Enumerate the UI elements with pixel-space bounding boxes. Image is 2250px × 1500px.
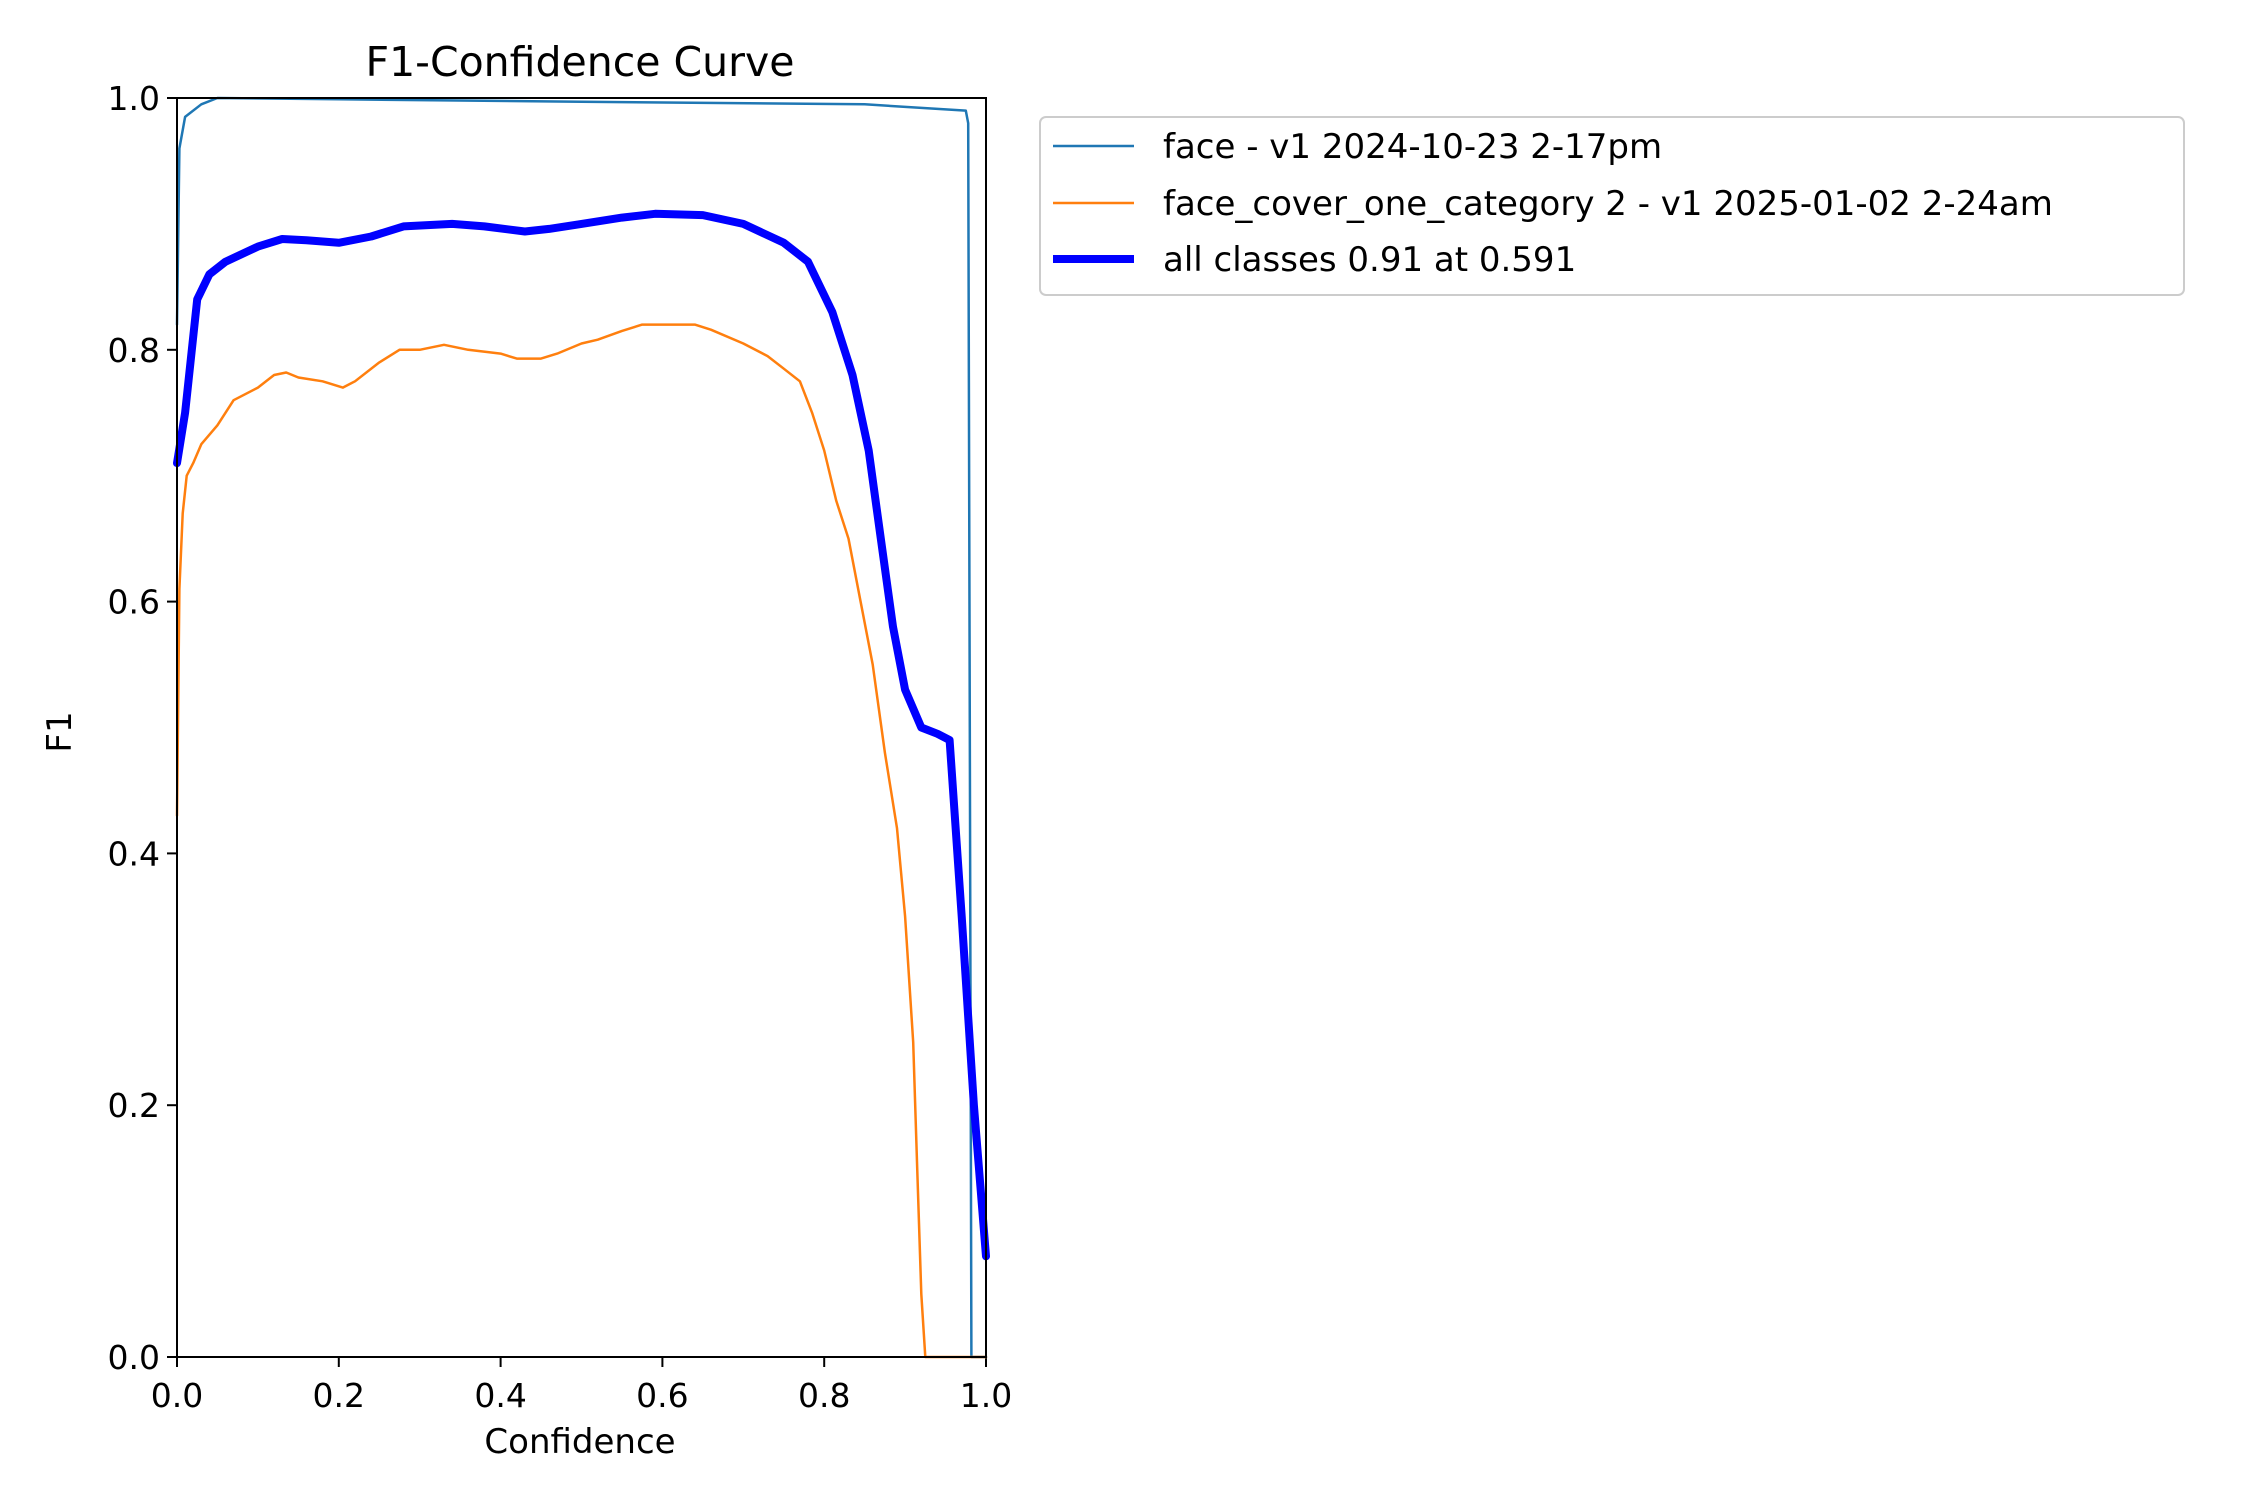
x-tick-label-4: 0.8 (798, 1376, 850, 1415)
series-line-face (175, 96, 988, 1359)
x-tick-label-0: 0.0 (151, 1376, 203, 1415)
y-tick-label-2: 0.4 (108, 834, 160, 873)
legend-label-all-classes: all classes 0.91 at 0.591 (1163, 240, 1576, 280)
y-tick-label-5: 1.0 (108, 79, 160, 118)
y-axis-label: F1 (40, 711, 80, 752)
series-line-face-cover (175, 323, 988, 1359)
legend-label-face-cover: face_cover_one_category 2 - v1 2025-01-0… (1163, 184, 2053, 224)
y-tick-label-3: 0.6 (108, 583, 160, 622)
x-axis-label: Confidence (484, 1422, 675, 1462)
x-tick-label-1: 0.2 (313, 1376, 365, 1415)
series-layer (173, 96, 990, 1359)
y-tick-label-4: 0.8 (108, 331, 160, 370)
y-axis-ticks: 0.0 0.2 0.4 0.6 0.8 1.0 (108, 79, 177, 1377)
series-line-all-classes (173, 209, 990, 1261)
x-tick-label-2: 0.4 (474, 1376, 526, 1415)
plot-area-frame (176, 97, 987, 1358)
legend-box (1039, 116, 2185, 296)
y-tick-label-1: 0.2 (108, 1086, 160, 1125)
chart-title: F1-Confidence Curve (366, 38, 795, 86)
x-tick-label-3: 0.6 (636, 1376, 688, 1415)
y-tick-label-0: 0.0 (108, 1338, 160, 1377)
legend-label-face: face - v1 2024-10-23 2-17pm (1163, 127, 1662, 167)
x-tick-label-5: 1.0 (960, 1376, 1012, 1415)
x-axis-ticks: 0.0 0.2 0.4 0.6 0.8 1.0 (151, 1357, 1012, 1415)
legend: face - v1 2024-10-23 2-17pm face_cover_o… (1039, 116, 2185, 296)
